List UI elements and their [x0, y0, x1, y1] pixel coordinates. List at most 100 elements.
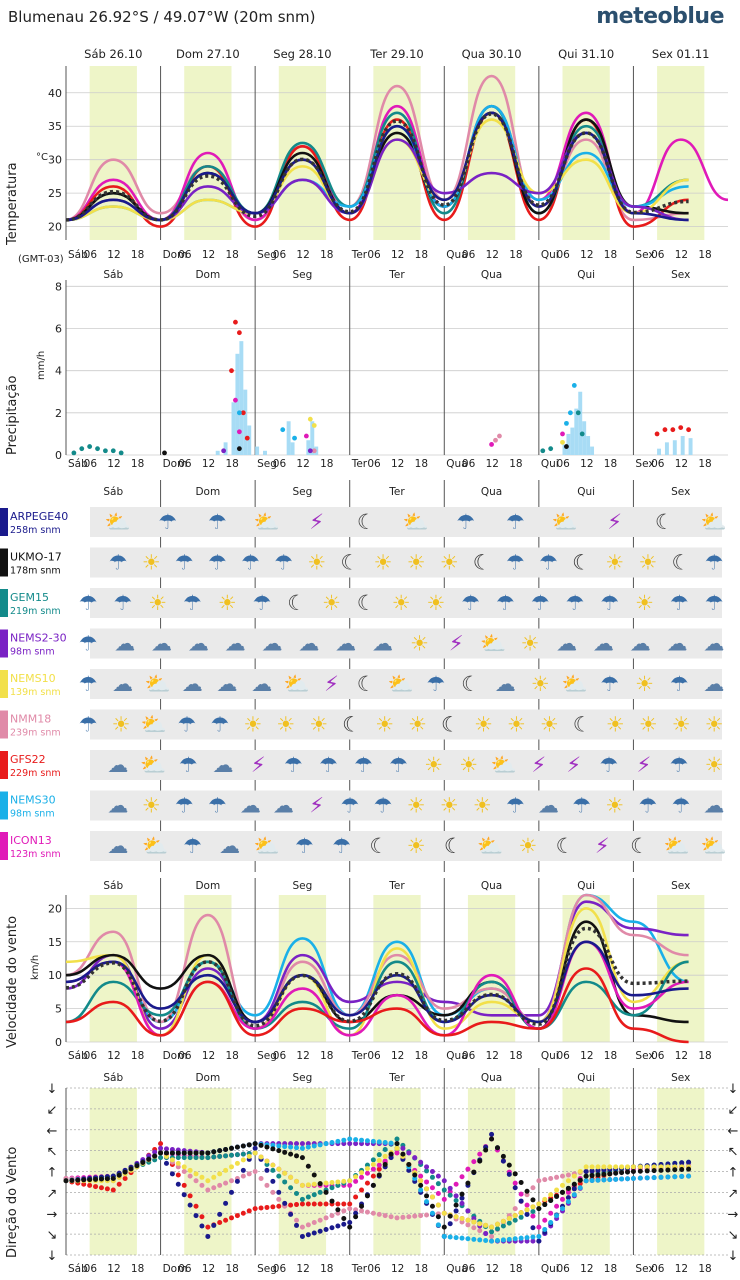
model-swatch — [0, 751, 8, 779]
rain-icon: ☂ — [670, 672, 689, 696]
direction-point-ICON13 — [518, 1191, 524, 1197]
direction-arrow-icon: → — [47, 1207, 58, 1222]
day-label: Qui — [577, 486, 595, 498]
day-label: Seg — [293, 486, 313, 498]
temp-mean-line — [65, 112, 689, 222]
x-tick-hour: 18 — [509, 1263, 522, 1275]
x-tick-day: Seg — [257, 1263, 277, 1275]
direction-point-NEMS10 — [625, 1164, 631, 1170]
direction-point-GEM15 — [152, 1157, 158, 1163]
sun-icon: ☀ — [276, 713, 295, 737]
direction-point-NEMS10 — [181, 1164, 187, 1170]
x-tick-hour: 18 — [226, 458, 239, 470]
direction-arrow-icon: ↘ — [47, 1228, 58, 1243]
direction-point-NEMS10 — [382, 1153, 388, 1159]
direction-point-UKMO-17 — [607, 1171, 613, 1177]
cloud-icon: ☁ — [112, 672, 133, 696]
direction-point-ARPEGE40 — [181, 1192, 187, 1198]
direction-point-GEM15 — [435, 1181, 441, 1187]
cloud-icon: ☁ — [219, 834, 240, 858]
x-tick-day: Qua — [446, 1263, 467, 1275]
y-tick-label: 35 — [48, 120, 62, 133]
direction-point-ICON13 — [453, 1181, 459, 1187]
cloud-icon: ☁ — [225, 632, 246, 656]
day-label: Sex — [671, 1072, 690, 1084]
direction-point-NEMS10 — [471, 1219, 477, 1225]
day-label: Qua — [481, 269, 502, 281]
x-tick-hour: 12 — [107, 1050, 120, 1062]
x-tick-hour: 12 — [391, 1263, 404, 1275]
direction-point-ARPEGE40 — [489, 1131, 495, 1137]
direction-point-GEM15 — [270, 1167, 276, 1173]
day-label: Sáb — [103, 269, 123, 281]
precip-point-GFS22 — [678, 425, 684, 430]
direction-point-NEMS10 — [199, 1174, 205, 1180]
rain-icon: ☂ — [705, 551, 724, 575]
direction-point-ARPEGE40 — [512, 1185, 518, 1191]
x-tick-day: Sáb — [68, 458, 88, 470]
direction-point-NEMS10 — [542, 1196, 548, 1202]
rain-icon: ☂ — [531, 591, 550, 615]
pcloud-icon: ⛅ — [254, 834, 280, 858]
x-tick-hour: 06 — [178, 1263, 192, 1275]
wind-line-GEM15 — [65, 960, 689, 1030]
direction-point-UKMO-17 — [93, 1176, 99, 1182]
direction-point-NMM18 — [512, 1206, 518, 1212]
rain-icon: ☂ — [638, 794, 657, 818]
direction-point-ICON13 — [565, 1189, 571, 1195]
rain-icon: ☂ — [208, 551, 227, 575]
x-tick-day: Qui — [541, 458, 559, 470]
direction-point-UKMO-17 — [258, 1142, 264, 1148]
direction-point-NMM18 — [424, 1212, 430, 1218]
precip-point-GEM15 — [579, 431, 585, 437]
cloud-icon: ☁ — [114, 632, 135, 656]
direction-point-ARPEGE40 — [294, 1222, 300, 1228]
direction-point-UKMO-17 — [637, 1168, 643, 1174]
pcloud-icon: ⛅ — [701, 834, 727, 858]
x-tick-hour: 06 — [178, 458, 192, 470]
direction-point-UKMO-17 — [625, 1169, 631, 1175]
storm-icon: ⚡ — [607, 510, 622, 534]
rain-icon: ☂ — [705, 591, 724, 615]
x-tick-hour: 12 — [486, 249, 499, 261]
direction-point-NEMS10 — [217, 1171, 223, 1177]
direction-point-GFS22 — [199, 1214, 205, 1220]
x-tick-day: Qui — [541, 249, 559, 261]
direction-point-UKMO-17 — [288, 1151, 294, 1157]
x-tick-hour: 12 — [391, 249, 404, 261]
moon-icon: ☾ — [572, 551, 591, 575]
rain-icon: ☂ — [539, 551, 558, 575]
rain-icon: ☂ — [496, 591, 515, 615]
precip-bar — [223, 442, 228, 455]
precip-bar — [263, 450, 267, 455]
cloud-icon: ☁ — [298, 632, 319, 656]
x-tick-hour: 06 — [84, 458, 98, 470]
direction-point-NEMS10 — [524, 1207, 530, 1213]
moon-icon: ☾ — [342, 713, 361, 737]
direction-point-UKMO-17 — [110, 1175, 116, 1181]
direction-point-NMM18 — [400, 1214, 406, 1220]
direction-point-UKMO-17 — [134, 1163, 140, 1169]
moon-cloud-icon: ☾ — [287, 591, 306, 615]
precip-point-GFS22 — [662, 427, 668, 433]
day-label: Seg — [293, 880, 313, 892]
direction-point-UKMO-17 — [518, 1180, 524, 1186]
x-tick-hour: 06 — [462, 1263, 476, 1275]
rain-icon: ☂ — [79, 672, 98, 696]
direction-point-NEMS30 — [424, 1199, 430, 1205]
x-tick-day: Sáb — [68, 1050, 88, 1062]
moon-cloud-icon: ☾ — [340, 551, 359, 575]
x-tick-day: Sáb — [68, 1263, 88, 1275]
brand-logo[interactable]: meteoblue — [596, 4, 724, 29]
x-tick-hour: 18 — [415, 249, 428, 261]
direction-point-NMM18 — [542, 1177, 548, 1183]
y-tick-label: 8 — [55, 280, 62, 293]
rain-icon: ☂ — [79, 632, 98, 656]
direction-point-NMM18 — [246, 1171, 252, 1177]
direction-point-UKMO-17 — [536, 1206, 542, 1212]
sun-icon: ☀ — [507, 713, 526, 737]
precip-point-GFS22 — [233, 319, 238, 325]
direction-point-GEM15 — [282, 1179, 288, 1185]
direction-point-UKMO-17 — [565, 1185, 571, 1191]
x-tick-hour: 12 — [486, 1263, 499, 1275]
